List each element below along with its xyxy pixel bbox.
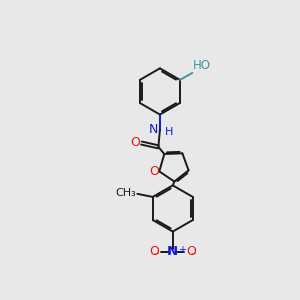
Text: O: O <box>130 136 140 149</box>
Text: H: H <box>164 127 173 137</box>
Text: O: O <box>150 165 160 178</box>
Text: CH₃: CH₃ <box>115 188 136 198</box>
Text: +: + <box>178 245 186 255</box>
Text: HO: HO <box>193 59 211 72</box>
Text: ⁻: ⁻ <box>190 251 196 261</box>
Text: O: O <box>186 245 196 258</box>
Text: ⁻: ⁻ <box>154 251 160 261</box>
Text: N: N <box>149 123 158 136</box>
Text: N: N <box>167 245 178 258</box>
Text: O: O <box>149 245 159 258</box>
